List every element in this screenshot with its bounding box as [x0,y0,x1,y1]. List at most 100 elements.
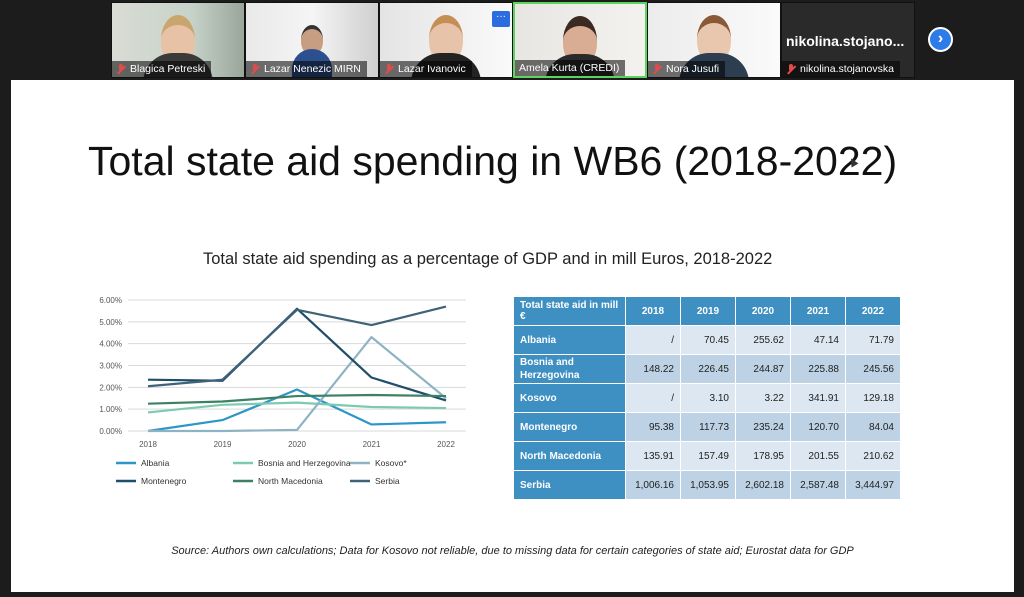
participant-name: nikolina.stojanovska [800,63,894,75]
y-tick-label: 2.00% [99,383,122,392]
table-header-year: 2021 [790,296,846,326]
table-cell: 225.88 [790,354,846,384]
x-tick-label: 2022 [437,440,455,449]
chart-title: Total state aid spending as a percentage… [203,250,773,268]
legend-label: Kosovo* [375,458,407,468]
x-tick-label: 2019 [214,440,232,449]
legend-label: North Macedonia [258,476,323,486]
table-row: North Macedonia 135.91 157.49 178.95 201.55 2… [513,441,901,471]
participant-tile[interactable]: Blagica Petreski [111,2,245,78]
table-cell: 3.22 [735,383,791,413]
y-tick-label: 6.00% [99,296,122,305]
muted-mic-icon [384,64,394,74]
series-line-montenegro [147,307,447,402]
table-row-label: Montenegro [513,412,626,442]
table-cell: 341.91 [790,383,846,413]
table-cell: 3,444.97 [845,470,901,500]
table-cell: 2,602.18 [735,470,791,500]
table-cell: 1,006.16 [625,470,681,500]
participant-name: Nora Jusufi [666,63,720,75]
participant-tile-active-speaker[interactable]: Amela Kurta (CREDI) [513,2,647,78]
y-tick-label: 4.00% [99,340,122,349]
y-tick-label: 5.00% [99,318,122,327]
table-row: Bosnia and Herzegovina 148.22 226.45 244.87… [513,354,901,384]
next-page-button[interactable]: › [928,27,953,52]
table-cell: 244.87 [735,354,791,384]
table-row-label: North Macedonia [513,441,626,471]
legend-label: Bosnia and Herzegovina [258,458,351,468]
table-row-label: Bosnia and Herzegovina [513,354,626,384]
more-options-button[interactable]: ··· [492,11,510,27]
table-cell: 235.24 [735,412,791,442]
participant-tile[interactable]: ··· Lazar Ivanovic [379,2,513,78]
shared-slide: Total state aid spending in WB6 (2018-20… [11,80,1014,592]
table-cell: 135.91 [625,441,681,471]
y-tick-label: 1.00% [99,405,122,414]
legend-label: Serbia [375,476,400,486]
participant-name: Lazar Nenezic MIRN [264,63,361,75]
table-cell: 148.22 [625,354,681,384]
x-tick-label: 2018 [139,440,157,449]
line-chart: 0.00% 1.00% 2.00% 3.00% 4.00% 5.00% 6.00% 2018 2… [99,296,466,486]
table-row-label: Kosovo [513,383,626,413]
table-cell: 47.14 [790,325,846,355]
state-aid-table: Total state aid in mill €2018 2019 2020 202… [513,296,901,500]
participant-tile[interactable]: nikolina.stojano... nikolina.stojanovska [781,2,915,78]
table-cell: 84.04 [845,412,901,442]
table-row-label: Albania [513,325,626,355]
table-cell: 2,587.48 [790,470,846,500]
table-header-year: 2020 [735,296,791,326]
table-cell: 226.45 [680,354,736,384]
table-header-year: 2018 [625,296,681,326]
muted-mic-icon [786,64,796,74]
muted-mic-icon [250,64,260,74]
table-cell: 71.79 [845,325,901,355]
legend-label: Montenegro [141,476,187,486]
table-row: Serbia 1,006.16 1,053.95 2,602.18 2,587.48 3,… [513,470,901,500]
y-tick-label: 0.00% [99,427,122,436]
table-cell: 129.18 [845,383,901,413]
table-cell: 1,053.95 [680,470,736,500]
x-tick-label: 2020 [288,440,306,449]
series-line-kosovo- [148,336,447,433]
table-header-row: Total state aid in mill €2018 2019 2020 202… [513,296,901,326]
table-cell: / [625,325,681,355]
participant-name: Blagica Petreski [130,63,206,75]
source-note: Source: Authors own calculations; Data f… [171,545,854,557]
table-cell: 70.45 [680,325,736,355]
legend-label: Albania [141,458,170,468]
muted-mic-icon [116,64,126,74]
y-tick-label: 3.00% [99,362,122,371]
table-cell: 157.49 [680,441,736,471]
table-cell: 117.73 [680,412,736,442]
participant-placeholder-name: nikolina.stojano... [786,33,905,49]
table-cell: 245.56 [845,354,901,384]
participant-tile[interactable]: Nora Jusufi [647,2,781,78]
table-header-year: 2022 [845,296,901,326]
table-header-year: 2019 [680,296,736,326]
series-line-north-macedonia [147,393,447,405]
table-cell: 95.38 [625,412,681,442]
series-line-albania [147,388,447,433]
table-cell: 210.62 [845,441,901,471]
participant-name: Lazar Ivanovic [398,63,466,75]
series-line-bosnia-and-herzegovina [147,401,447,414]
table-cell: / [625,383,681,413]
participant-name: Amela Kurta (CREDI) [519,62,620,74]
table-row: Montenegro 95.38 117.73 235.24 120.70 84.04 [513,412,901,442]
muted-mic-icon [652,64,662,74]
table-row: Kosovo/3.10 3.22 341.91 129.18 [513,383,901,413]
table-cell: 120.70 [790,412,846,442]
table-cell: 3.10 [680,383,736,413]
series-line-serbia [147,305,447,388]
x-tick-label: 2021 [363,440,381,449]
participant-tile[interactable]: Lazar Nenezic MIRN [245,2,379,78]
table-header-label: Total state aid in mill € [513,296,626,326]
table-cell: 255.62 [735,325,791,355]
avatar [301,25,323,55]
participant-strip: Blagica Petreski Lazar Nenezic MIRN ··· … [111,2,916,78]
table-row-label: Serbia [513,470,626,500]
slide-title: Total state aid spending in WB6 (2018-20… [88,138,898,184]
table-cell: 178.95 [735,441,791,471]
table-cell: 201.55 [790,441,846,471]
